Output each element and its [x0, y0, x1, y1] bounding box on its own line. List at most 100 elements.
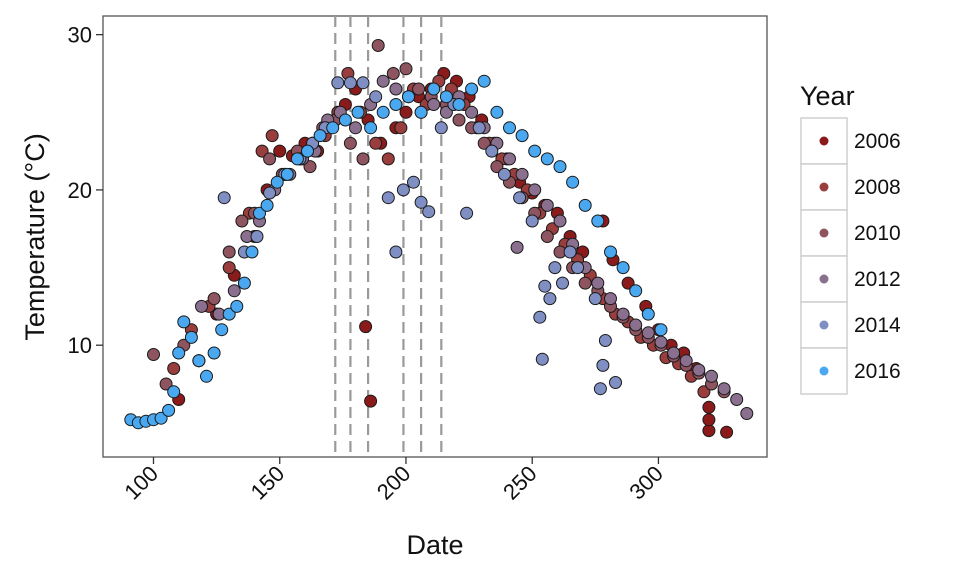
data-point [303, 160, 317, 174]
legend-title: Year [800, 81, 855, 111]
data-point [369, 136, 383, 150]
data-point [452, 113, 466, 127]
y-axis: 10 20 30 [68, 23, 103, 358]
data-point [692, 363, 706, 377]
data-point [591, 276, 605, 290]
data-point [490, 105, 504, 119]
y-tick-label: 10 [68, 333, 92, 358]
data-point [177, 315, 191, 329]
data-point [207, 292, 221, 306]
data-point [439, 90, 453, 104]
x-tick-label: 100 [119, 461, 163, 505]
data-point [402, 90, 415, 104]
data-point [604, 292, 617, 306]
data-point [427, 82, 441, 96]
data-point [553, 160, 567, 174]
data-point [598, 334, 612, 347]
data-point [616, 307, 630, 321]
x-axis: 100 150 200 250 300 [119, 457, 668, 504]
data-point [528, 144, 542, 158]
data-point [535, 352, 549, 366]
data-point [162, 403, 176, 417]
data-point [326, 121, 340, 135]
data-point [439, 105, 453, 119]
data-point [452, 98, 466, 111]
data-point [159, 377, 173, 391]
data-point [513, 191, 527, 205]
data-point [265, 129, 279, 143]
data-point [255, 144, 269, 158]
data-point [497, 167, 511, 181]
data-point [217, 191, 231, 205]
data-point [200, 369, 213, 383]
data-point [717, 382, 731, 396]
legend: Year 2006 2008 2010 2012 2014 2016 [800, 81, 901, 395]
y-axis-title: Temperature (°C) [20, 133, 50, 340]
data-point [604, 245, 617, 259]
legend-marker [819, 366, 829, 376]
y-tick-label: 20 [68, 178, 92, 203]
data-point [280, 167, 294, 181]
data-point [556, 276, 569, 290]
data-point [503, 152, 516, 166]
data-point [396, 183, 410, 197]
legend-marker [819, 228, 829, 238]
data-point [730, 393, 744, 406]
data-point [588, 292, 602, 306]
data-point [359, 320, 373, 334]
data-point [477, 136, 491, 150]
data-point [720, 425, 734, 439]
data-point [533, 310, 547, 324]
data-point [465, 105, 479, 119]
data-point [356, 76, 370, 90]
data-point [593, 382, 607, 396]
data-point [503, 121, 516, 135]
data-point [540, 230, 554, 243]
data-point [338, 113, 352, 127]
data-point [543, 292, 557, 306]
data-point [376, 74, 390, 88]
data-point [399, 62, 413, 76]
data-point [460, 206, 474, 220]
data-point [263, 186, 277, 200]
data-point [591, 214, 605, 228]
data-point [356, 152, 370, 166]
legend-marker [819, 274, 829, 284]
data-point [641, 307, 655, 321]
legend-label: 2012 [854, 268, 901, 291]
data-point [381, 152, 395, 166]
data-point [697, 385, 711, 399]
data-point [407, 175, 420, 189]
y-tick-label: 30 [68, 23, 92, 48]
data-point [528, 183, 542, 197]
data-point [412, 82, 426, 96]
data-point [301, 144, 314, 158]
data-point [364, 394, 378, 408]
data-point [399, 105, 413, 119]
data-point [389, 98, 403, 111]
data-point [184, 330, 198, 344]
data-point [351, 105, 365, 119]
data-point [679, 354, 693, 368]
data-point [364, 121, 378, 135]
data-point [538, 279, 552, 293]
data-point [389, 82, 403, 96]
x-tick-label: 150 [246, 461, 290, 505]
data-point [381, 191, 395, 205]
data-point [540, 198, 554, 212]
data-point [609, 376, 622, 389]
data-point [147, 348, 160, 361]
data-point [510, 240, 524, 254]
data-point [477, 74, 491, 88]
data-point [172, 346, 186, 360]
legend-marker [819, 182, 829, 192]
data-point [525, 214, 539, 228]
data-point [230, 299, 244, 313]
data-point [371, 39, 385, 52]
data-point [422, 205, 436, 219]
data-point [167, 362, 181, 375]
data-point [629, 284, 643, 298]
data-point [654, 335, 668, 349]
data-point [641, 326, 655, 340]
data-point [154, 411, 168, 425]
